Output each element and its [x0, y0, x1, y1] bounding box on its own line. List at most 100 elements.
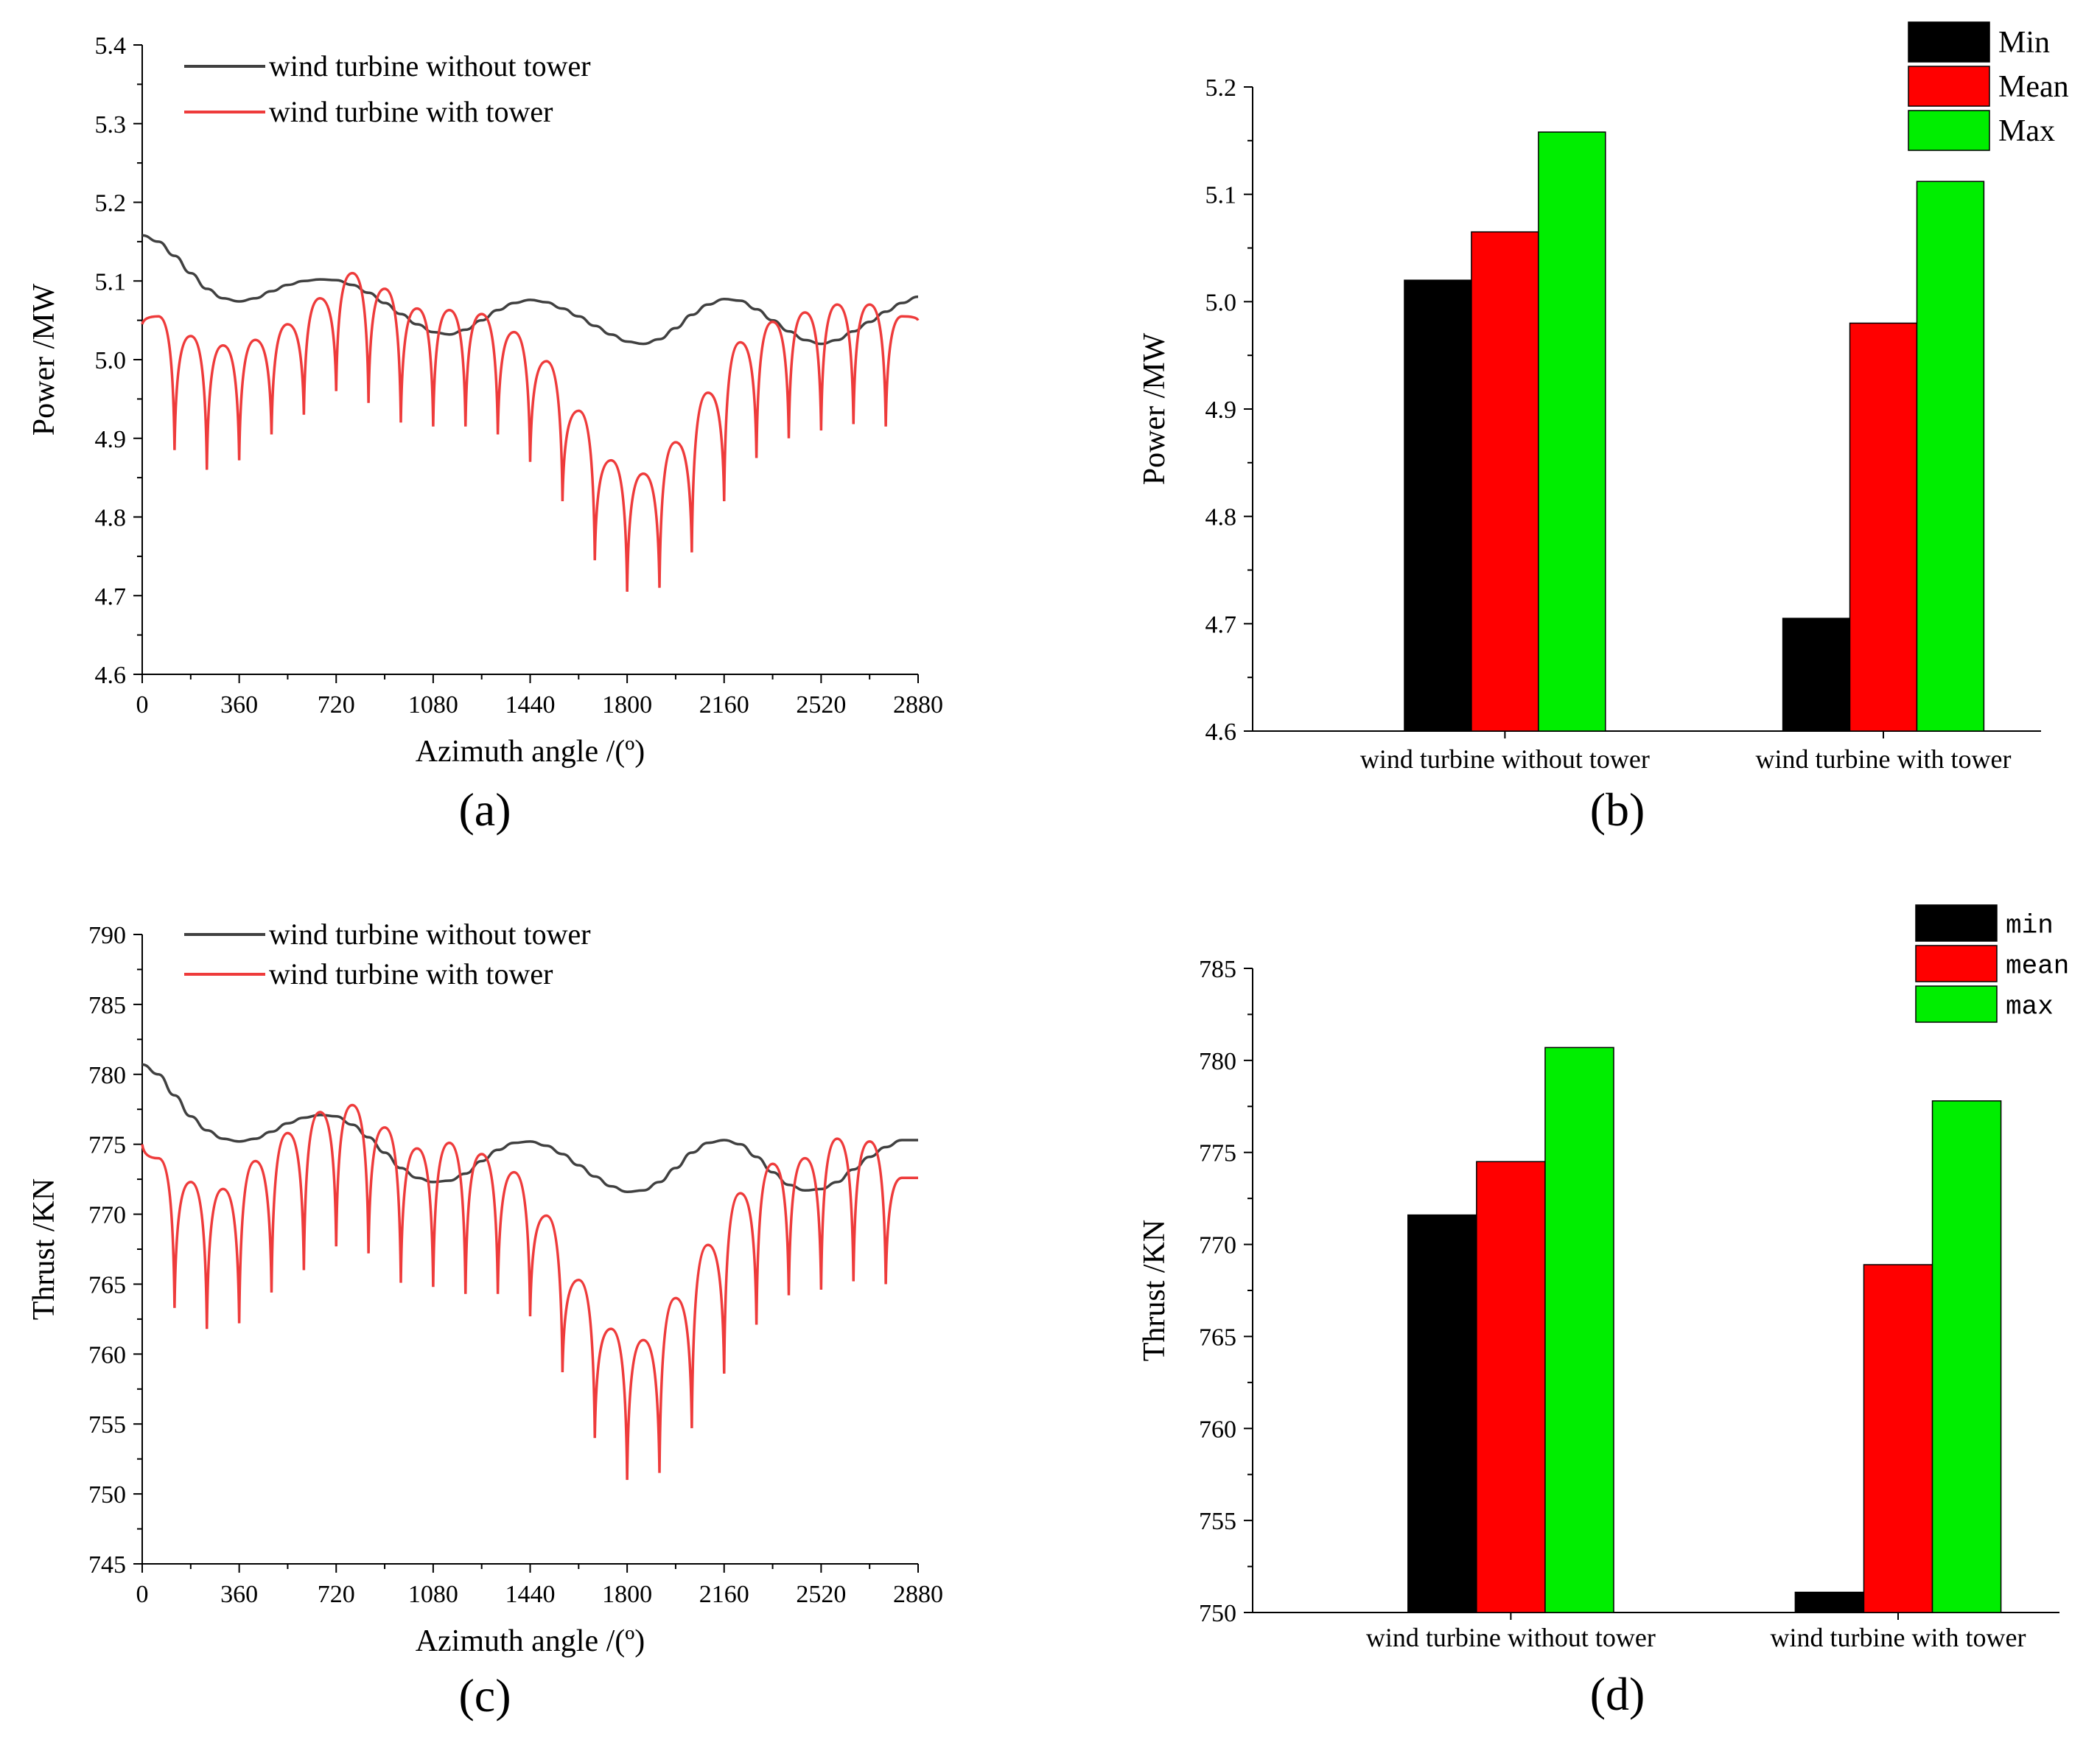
y-tick-label: 790	[88, 922, 126, 949]
bar-max	[1916, 181, 1985, 732]
x-tick-label: 1080	[408, 691, 458, 719]
series-line-with-tower	[141, 1103, 918, 1481]
y-tick-label: 750	[88, 1481, 126, 1509]
panel-c-thrust-vs-azimuth: 745 750 755 760 765 770 775 780 785 790 Thrust /KN…	[27, 918, 943, 1722]
legend-color-swatch	[1915, 904, 1998, 942]
x-tick-label: 360	[220, 1581, 258, 1608]
x-tick-label: 1440	[505, 691, 556, 719]
x-tick-label: 1440	[505, 1581, 556, 1608]
x-category-label: wind turbine without tower	[1366, 1623, 1656, 1652]
bar-max	[1931, 1100, 2002, 1613]
panel-label: (a)	[458, 783, 511, 836]
x-tick-label: 1800	[602, 1581, 652, 1608]
bar-min	[1794, 1591, 1865, 1613]
x-axis-title: Azimuth angle /(º)	[416, 735, 645, 769]
y-tick-label: 760	[88, 1341, 126, 1369]
y-tick-label: 5.0	[1205, 289, 1237, 316]
panel-label: (b)	[1590, 783, 1645, 836]
legend-color-swatch	[1908, 66, 1990, 107]
y-tick-label: 770	[88, 1202, 126, 1229]
bar-mean	[1471, 231, 1539, 732]
legend-color-swatch	[1908, 21, 1990, 63]
x-category-label: wind turbine without tower	[1360, 744, 1650, 774]
panel-label: (c)	[458, 1669, 511, 1722]
y-axis-title: Thrust /KN	[27, 1178, 61, 1321]
y-tick-label: 4.9	[1205, 396, 1237, 424]
x-tick-label: 2160	[699, 1581, 749, 1608]
legend-entry: Max	[1998, 114, 2055, 148]
x-tick-label: 1080	[408, 1581, 458, 1608]
x-tick-label: 0	[136, 1581, 149, 1608]
y-tick-label: 755	[88, 1411, 126, 1439]
legend-entry: wind turbine with tower	[269, 95, 553, 128]
bar-max	[1544, 1047, 1614, 1613]
x-tick-label: 720	[318, 1581, 355, 1608]
y-axis-title: Power /MW	[1138, 332, 1172, 485]
y-tick-label: 5.2	[95, 190, 127, 217]
y-tick-label: 745	[88, 1551, 126, 1579]
y-tick-label: 780	[88, 1062, 126, 1089]
legend-entry: wind turbine without tower	[269, 49, 591, 83]
y-tick-label: 775	[1199, 1140, 1236, 1167]
panel-d-thrust-bars: 750 755 760 765 770 775 780 785 Thrust /KN wind t…	[1138, 904, 2069, 1720]
y-tick-label: 775	[88, 1132, 126, 1159]
series-line-without-tower	[141, 234, 919, 346]
x-tick-label: 2160	[699, 691, 749, 719]
legend-entry: mean	[2006, 951, 2069, 981]
y-tick-label: 765	[1199, 1324, 1236, 1351]
bar-min	[1404, 279, 1472, 732]
x-tick-label: 2520	[796, 1581, 846, 1608]
legend-color-swatch	[1915, 985, 1998, 1023]
series-line-without-tower	[141, 1063, 918, 1193]
x-tick-label: 2520	[796, 691, 846, 719]
y-tick-label: 4.8	[95, 505, 127, 532]
panel-label: (d)	[1590, 1668, 1645, 1720]
y-axis-title: Thrust /KN	[1138, 1220, 1172, 1362]
legend-entry: Min	[1998, 26, 2050, 60]
y-tick-label: 750	[1199, 1600, 1236, 1627]
x-tick-label: 0	[136, 691, 149, 719]
y-tick-label: 4.7	[95, 583, 127, 610]
x-category-label: wind turbine with tower	[1756, 744, 2012, 774]
y-tick-label: 785	[88, 992, 126, 1019]
legend-entry: min	[2006, 910, 2054, 940]
y-tick-label: 4.6	[95, 662, 127, 689]
x-tick-label: 720	[318, 691, 355, 719]
bar-mean	[1849, 322, 1918, 732]
y-tick-label: 4.9	[95, 426, 127, 453]
bar-min	[1407, 1214, 1477, 1613]
legend-entry: max	[2006, 991, 2054, 1021]
y-tick-label: 5.4	[95, 32, 127, 60]
series-line-with-tower	[141, 271, 920, 592]
y-tick-label: 5.0	[95, 347, 127, 374]
y-tick-label: 770	[1199, 1232, 1236, 1259]
x-axis-title: Azimuth angle /(º)	[416, 1624, 645, 1658]
legend-color-swatch	[1908, 110, 1990, 151]
y-tick-label: 785	[1199, 956, 1236, 983]
x-tick-label: 2880	[893, 1581, 943, 1608]
legend-entry: wind turbine without tower	[269, 918, 591, 951]
y-tick-label: 5.1	[95, 268, 127, 296]
y-tick-label: 4.7	[1205, 611, 1237, 638]
bar-mean	[1863, 1264, 1933, 1613]
y-tick-label: 4.6	[1205, 719, 1237, 746]
y-tick-label: 4.8	[1205, 504, 1237, 531]
y-tick-label: 780	[1199, 1048, 1236, 1075]
y-tick-label: 755	[1199, 1508, 1236, 1535]
x-category-label: wind turbine with tower	[1771, 1623, 2026, 1652]
y-tick-label: 765	[88, 1271, 126, 1299]
x-tick-label: 2880	[893, 691, 943, 719]
legend-color-swatch	[1915, 945, 1998, 982]
y-tick-label: 5.2	[1205, 74, 1237, 102]
panel-a-power-vs-azimuth: 4.6 4.7 4.8 4.9 5.0 5.1 5.2 5.3 5.4 Power /MW 0 360…	[27, 32, 943, 836]
x-tick-label: 1800	[602, 691, 652, 719]
y-tick-label: 760	[1199, 1416, 1236, 1443]
y-axis-title: Power /MW	[27, 283, 61, 436]
x-tick-label: 360	[220, 691, 258, 719]
panel-b-power-bars: 4.6 4.7 4.8 4.9 5.0 5.1 5.2 Power /MW wind turbi…	[1138, 21, 2069, 836]
legend-entry: wind turbine with tower	[269, 957, 553, 990]
y-tick-label: 5.3	[95, 111, 127, 139]
y-tick-label: 5.1	[1205, 182, 1237, 209]
bar-mean	[1476, 1161, 1546, 1613]
